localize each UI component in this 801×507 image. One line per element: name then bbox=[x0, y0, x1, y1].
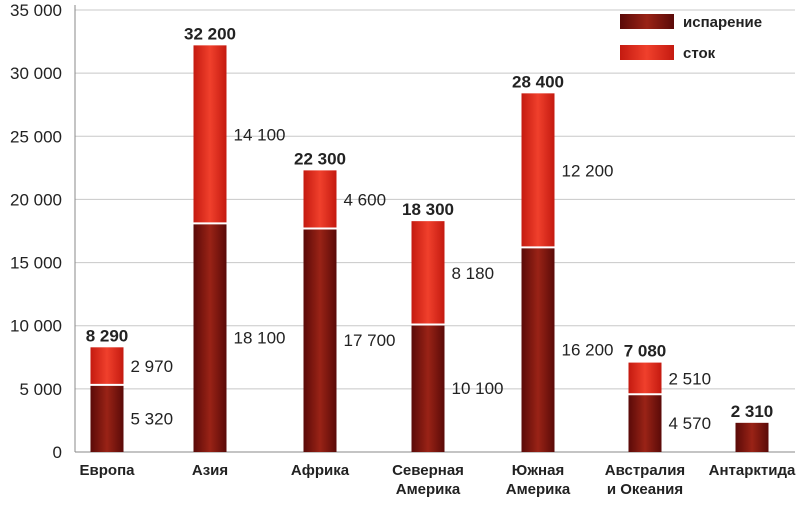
y-tick-label: 15 000 bbox=[10, 254, 62, 273]
bar-evaporation bbox=[521, 247, 555, 452]
evaporation-value-label: 5 320 bbox=[131, 409, 174, 428]
x-category-label: Южная Америка bbox=[506, 462, 571, 498]
legend-label: сток bbox=[683, 45, 716, 62]
bar-evaporation bbox=[193, 223, 227, 452]
runoff-value-label: 8 180 bbox=[452, 264, 495, 283]
y-tick-label: 10 000 bbox=[10, 317, 62, 336]
runoff-value-label: 4 600 bbox=[344, 190, 387, 209]
x-category-label: Европа bbox=[80, 462, 136, 479]
y-tick-label: 25 000 bbox=[10, 127, 62, 146]
evaporation-value-label: 4 570 bbox=[669, 414, 712, 433]
bar-runoff bbox=[303, 170, 337, 229]
bar-evaporation bbox=[303, 228, 337, 452]
bars-layer bbox=[90, 45, 769, 452]
runoff-value-label: 12 200 bbox=[562, 161, 614, 180]
bar-runoff bbox=[90, 347, 124, 385]
x-category-label: Азия bbox=[192, 462, 228, 479]
y-tick-label: 35 000 bbox=[10, 1, 62, 20]
labels-layer: 2 970 5 320 8 290 Европа 14 100 18 100 32 200 А… bbox=[80, 24, 796, 498]
total-value-label: 22 300 bbox=[294, 149, 346, 168]
bar-runoff bbox=[628, 362, 662, 395]
bar-evaporation bbox=[411, 324, 445, 452]
y-tick-label: 5 000 bbox=[19, 380, 62, 399]
bar-runoff bbox=[193, 45, 227, 224]
legend-label: испарение bbox=[683, 14, 762, 31]
legend-swatch-runoff bbox=[620, 45, 674, 60]
evaporation-value-label: 16 200 bbox=[562, 341, 614, 360]
y-tick-label: 20 000 bbox=[10, 190, 62, 209]
evaporation-value-label: 18 100 bbox=[234, 329, 286, 348]
total-value-label: 2 310 bbox=[731, 402, 774, 421]
evaporation-value-label: 17 700 bbox=[344, 331, 396, 350]
y-tick-label: 30 000 bbox=[10, 64, 62, 83]
bar-evaporation bbox=[90, 384, 124, 452]
axis-layer: 0 5 000 10 000 15 000 20 000 25 000 30 000 35 0… bbox=[10, 1, 795, 462]
runoff-value-label: 2 510 bbox=[669, 369, 712, 388]
total-value-label: 32 200 bbox=[184, 24, 236, 43]
x-category-label: Северная Америка bbox=[392, 462, 464, 498]
legend-swatch-evaporation bbox=[620, 14, 674, 29]
bar-evaporation bbox=[628, 394, 662, 452]
bar-evaporation bbox=[735, 422, 769, 452]
total-value-label: 28 400 bbox=[512, 72, 564, 91]
x-category-label: Африка bbox=[291, 462, 350, 479]
runoff-value-label: 14 100 bbox=[234, 125, 286, 144]
runoff-value-label: 2 970 bbox=[131, 357, 174, 376]
bar-runoff bbox=[411, 221, 445, 325]
evaporation-value-label: 10 100 bbox=[452, 379, 504, 398]
total-value-label: 18 300 bbox=[402, 200, 454, 219]
total-value-label: 7 080 bbox=[624, 342, 667, 361]
bar-runoff bbox=[521, 93, 555, 248]
y-tick-label: 0 bbox=[53, 443, 62, 462]
legend: испарение сток bbox=[620, 14, 762, 62]
total-value-label: 8 290 bbox=[86, 326, 129, 345]
x-category-label: Антарктида bbox=[709, 462, 796, 479]
x-category-label: Австралия и Океания bbox=[605, 462, 685, 498]
